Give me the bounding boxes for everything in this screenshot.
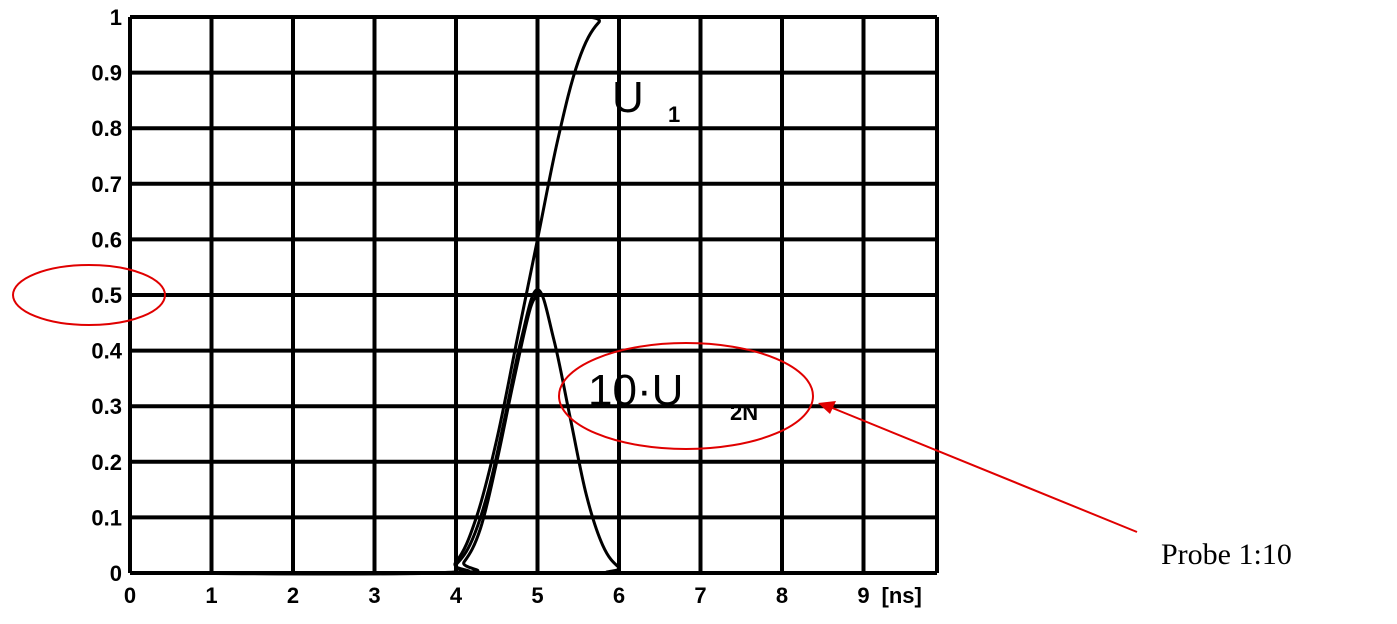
y-tick-label: 0.9 [91,61,122,86]
series-label-u1-sub: 1 [668,102,680,127]
y-tick-label: 0.7 [91,172,122,197]
series-line-2 [129,287,937,576]
y-tick-label: 1 [110,5,122,30]
x-tick-label: 5 [531,583,543,608]
x-tick-label: 9 [857,583,869,608]
y-tick-label: 0.2 [91,450,122,475]
probe-text: Probe 1:10 [1161,538,1292,571]
y-tick-label: 0.3 [91,394,122,419]
x-tick-label: 7 [694,583,706,608]
y-tick-label: 0.6 [91,227,122,252]
x-tick-label: 4 [450,583,463,608]
series-label-u2n: 10·U [588,366,683,415]
highlight-ellipse-y [12,264,166,326]
y-tick-label: 0.8 [91,116,122,141]
x-axis-unit: [ns] [882,583,922,608]
x-tick-label: 3 [368,583,380,608]
chart-curves [129,15,937,576]
x-tick-label: 1 [205,583,217,608]
y-tick-label: 0 [110,561,122,586]
y-tick-label: 0.1 [91,505,122,530]
x-tick-label: 2 [287,583,299,608]
x-axis-ticks: 0 1 2 3 4 5 6 7 8 9 [ns] [124,583,922,608]
arrow-line [829,406,1138,533]
series-label-u2n-sub: 2N [730,400,758,425]
y-tick-label: 0.5 [91,283,122,308]
series-line-3 [129,294,539,576]
y-tick-label: 0.4 [91,339,122,364]
x-tick-label: 8 [776,583,788,608]
highlight-ellipse-label [558,342,814,450]
series-label-u1: U [612,73,644,122]
curve-labels: U 1 10·U 2N [588,73,758,425]
arrow-head [818,401,836,414]
x-tick-label: 6 [613,583,625,608]
x-tick-label: 0 [124,583,136,608]
y-axis-ticks: 0 0.1 0.2 0.3 0.4 0.5 0.6 0.7 0.8 0.9 1 [91,5,122,586]
annotations: Probe 1:10 [12,264,1292,571]
